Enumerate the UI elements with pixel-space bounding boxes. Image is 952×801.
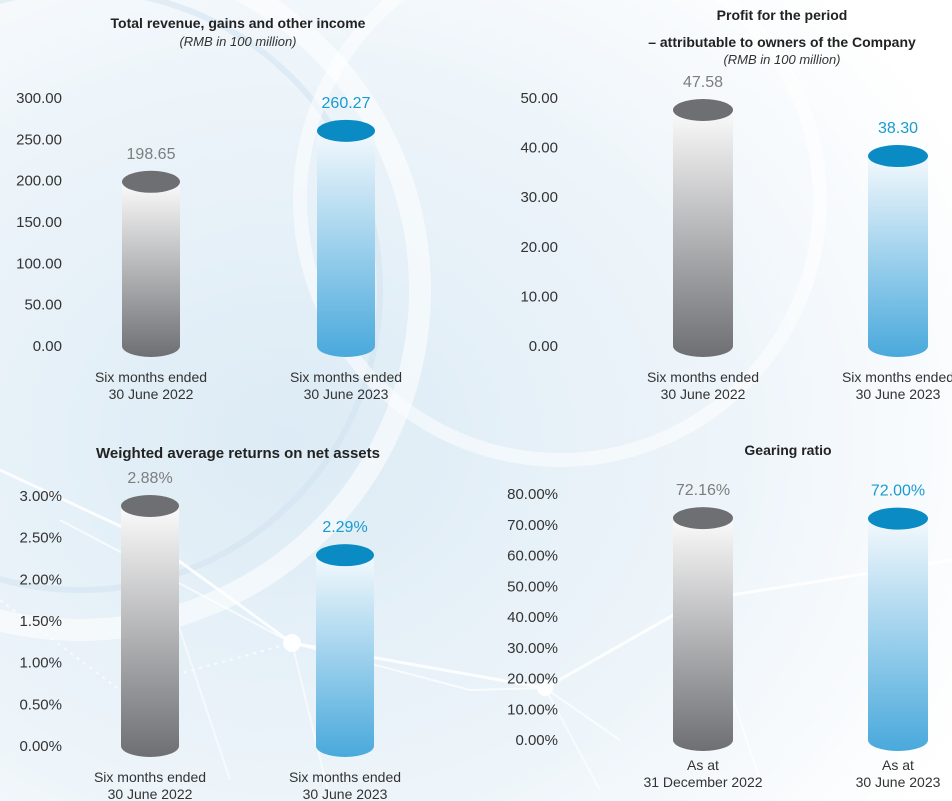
y-tick-label: 60.00% [507, 548, 558, 565]
y-tick-label: 0.50% [19, 696, 62, 713]
y-tick-label: 40.00 [520, 140, 558, 157]
category-label: As at [687, 757, 719, 773]
y-tick-label: 2.00% [19, 571, 62, 588]
y-tick-label: 0.00 [529, 338, 558, 355]
y-tick-label: 1.00% [19, 655, 62, 672]
bar [868, 145, 928, 357]
y-tick-label: 250.00 [16, 131, 62, 148]
category-label: 31 December 2022 [643, 774, 762, 790]
y-tick-label: 3.00% [19, 488, 62, 505]
category-label: 30 June 2023 [856, 774, 941, 790]
chart-profit-svg: Profit for the period – attributable to … [476, 0, 952, 400]
bar [673, 507, 733, 751]
y-tick-label: 80.00% [507, 486, 558, 503]
value-label: 72.00% [871, 483, 925, 500]
category-label: 30 June 2022 [108, 786, 193, 801]
y-axis-ticks: 0.00% 10.00% 20.00% 30.00% 40.00% 50.00% 60.00… [507, 486, 558, 749]
category-label: Six months ended [842, 369, 952, 385]
category-label: As at [882, 757, 914, 773]
y-tick-label: 50.00% [507, 578, 558, 595]
chart-total-revenue: Total revenue, gains and other income (R… [0, 0, 476, 400]
y-tick-label: 300.00 [16, 90, 62, 107]
y-tick-label: 20.00 [520, 239, 558, 256]
chart-title: Gearing ratio [744, 442, 831, 458]
y-tick-label: 30.00 [520, 189, 558, 206]
chart-subtitle: (RMB in 100 million) [179, 34, 296, 49]
y-tick-label: 10.00% [507, 701, 558, 718]
y-tick-label: 2.50% [19, 530, 62, 547]
chart-title: Total revenue, gains and other income [111, 15, 366, 31]
chart-subtitle: (RMB in 100 million) [723, 52, 840, 67]
category-label: Six months ended [290, 369, 402, 385]
y-tick-label: 0.00% [19, 738, 62, 755]
y-tick-label: 50.00 [24, 297, 62, 314]
category-label: 30 June 2023 [303, 786, 388, 801]
y-tick-label: 30.00% [507, 640, 558, 657]
chart-weighted-returns: Weighted average returns on net assets 0… [0, 400, 476, 801]
chart-title-line2: – attributable to owners of the Company [648, 34, 916, 50]
y-tick-label: 50.00 [520, 90, 558, 107]
chart-title: Profit for the period [717, 7, 848, 23]
value-label: 198.65 [127, 146, 176, 163]
y-tick-label: 100.00 [16, 255, 62, 272]
category-label: Six months ended [289, 769, 401, 785]
chart-profit: Profit for the period – attributable to … [476, 0, 952, 400]
y-axis-ticks: 0.00% 0.50% 1.00% 1.50% 2.00% 2.50% 3.00% [19, 488, 62, 755]
bar [121, 495, 179, 757]
y-tick-label: 10.00 [520, 288, 558, 305]
value-label: 2.88% [127, 470, 172, 487]
chart-title: Weighted average returns on net assets [96, 445, 380, 462]
y-tick-label: 200.00 [16, 173, 62, 190]
y-axis-ticks: 0.00 50.00 100.00 150.00 200.00 250.00 300.00 [16, 90, 62, 355]
chart-gearing-ratio-svg: Gearing ratio 0.00% 10.00% 20.00% 30.00% 40.… [476, 400, 952, 801]
value-label: 2.29% [322, 519, 367, 536]
chart-total-revenue-svg: Total revenue, gains and other income (R… [0, 0, 476, 400]
y-tick-label: 150.00 [16, 214, 62, 231]
value-labels: 72.16% 72.00% [676, 482, 925, 499]
bar [673, 99, 733, 357]
bars [673, 507, 928, 751]
category-label: Six months ended [94, 769, 206, 785]
bar [122, 171, 180, 357]
category-label: Six months ended [95, 369, 207, 385]
bar [316, 544, 374, 757]
bar [317, 120, 375, 357]
y-tick-label: 0.00 [33, 338, 62, 355]
y-tick-label: 1.50% [19, 613, 62, 630]
y-tick-label: 0.00% [515, 732, 558, 749]
value-label: 38.30 [878, 120, 918, 137]
bar [868, 508, 928, 751]
value-label: 260.27 [322, 95, 371, 112]
y-tick-label: 40.00% [507, 609, 558, 626]
chart-gearing-ratio: Gearing ratio 0.00% 10.00% 20.00% 30.00% 40.… [476, 400, 952, 801]
value-label: 72.16% [676, 482, 730, 499]
bars [673, 99, 928, 357]
y-tick-label: 20.00% [507, 671, 558, 688]
category-label: Six months ended [647, 369, 759, 385]
chart-weighted-returns-svg: Weighted average returns on net assets 0… [0, 400, 476, 801]
y-axis-ticks: 0.00 10.00 20.00 30.00 40.00 50.00 [520, 90, 558, 355]
y-tick-label: 70.00% [507, 517, 558, 534]
value-label: 47.58 [683, 74, 723, 91]
